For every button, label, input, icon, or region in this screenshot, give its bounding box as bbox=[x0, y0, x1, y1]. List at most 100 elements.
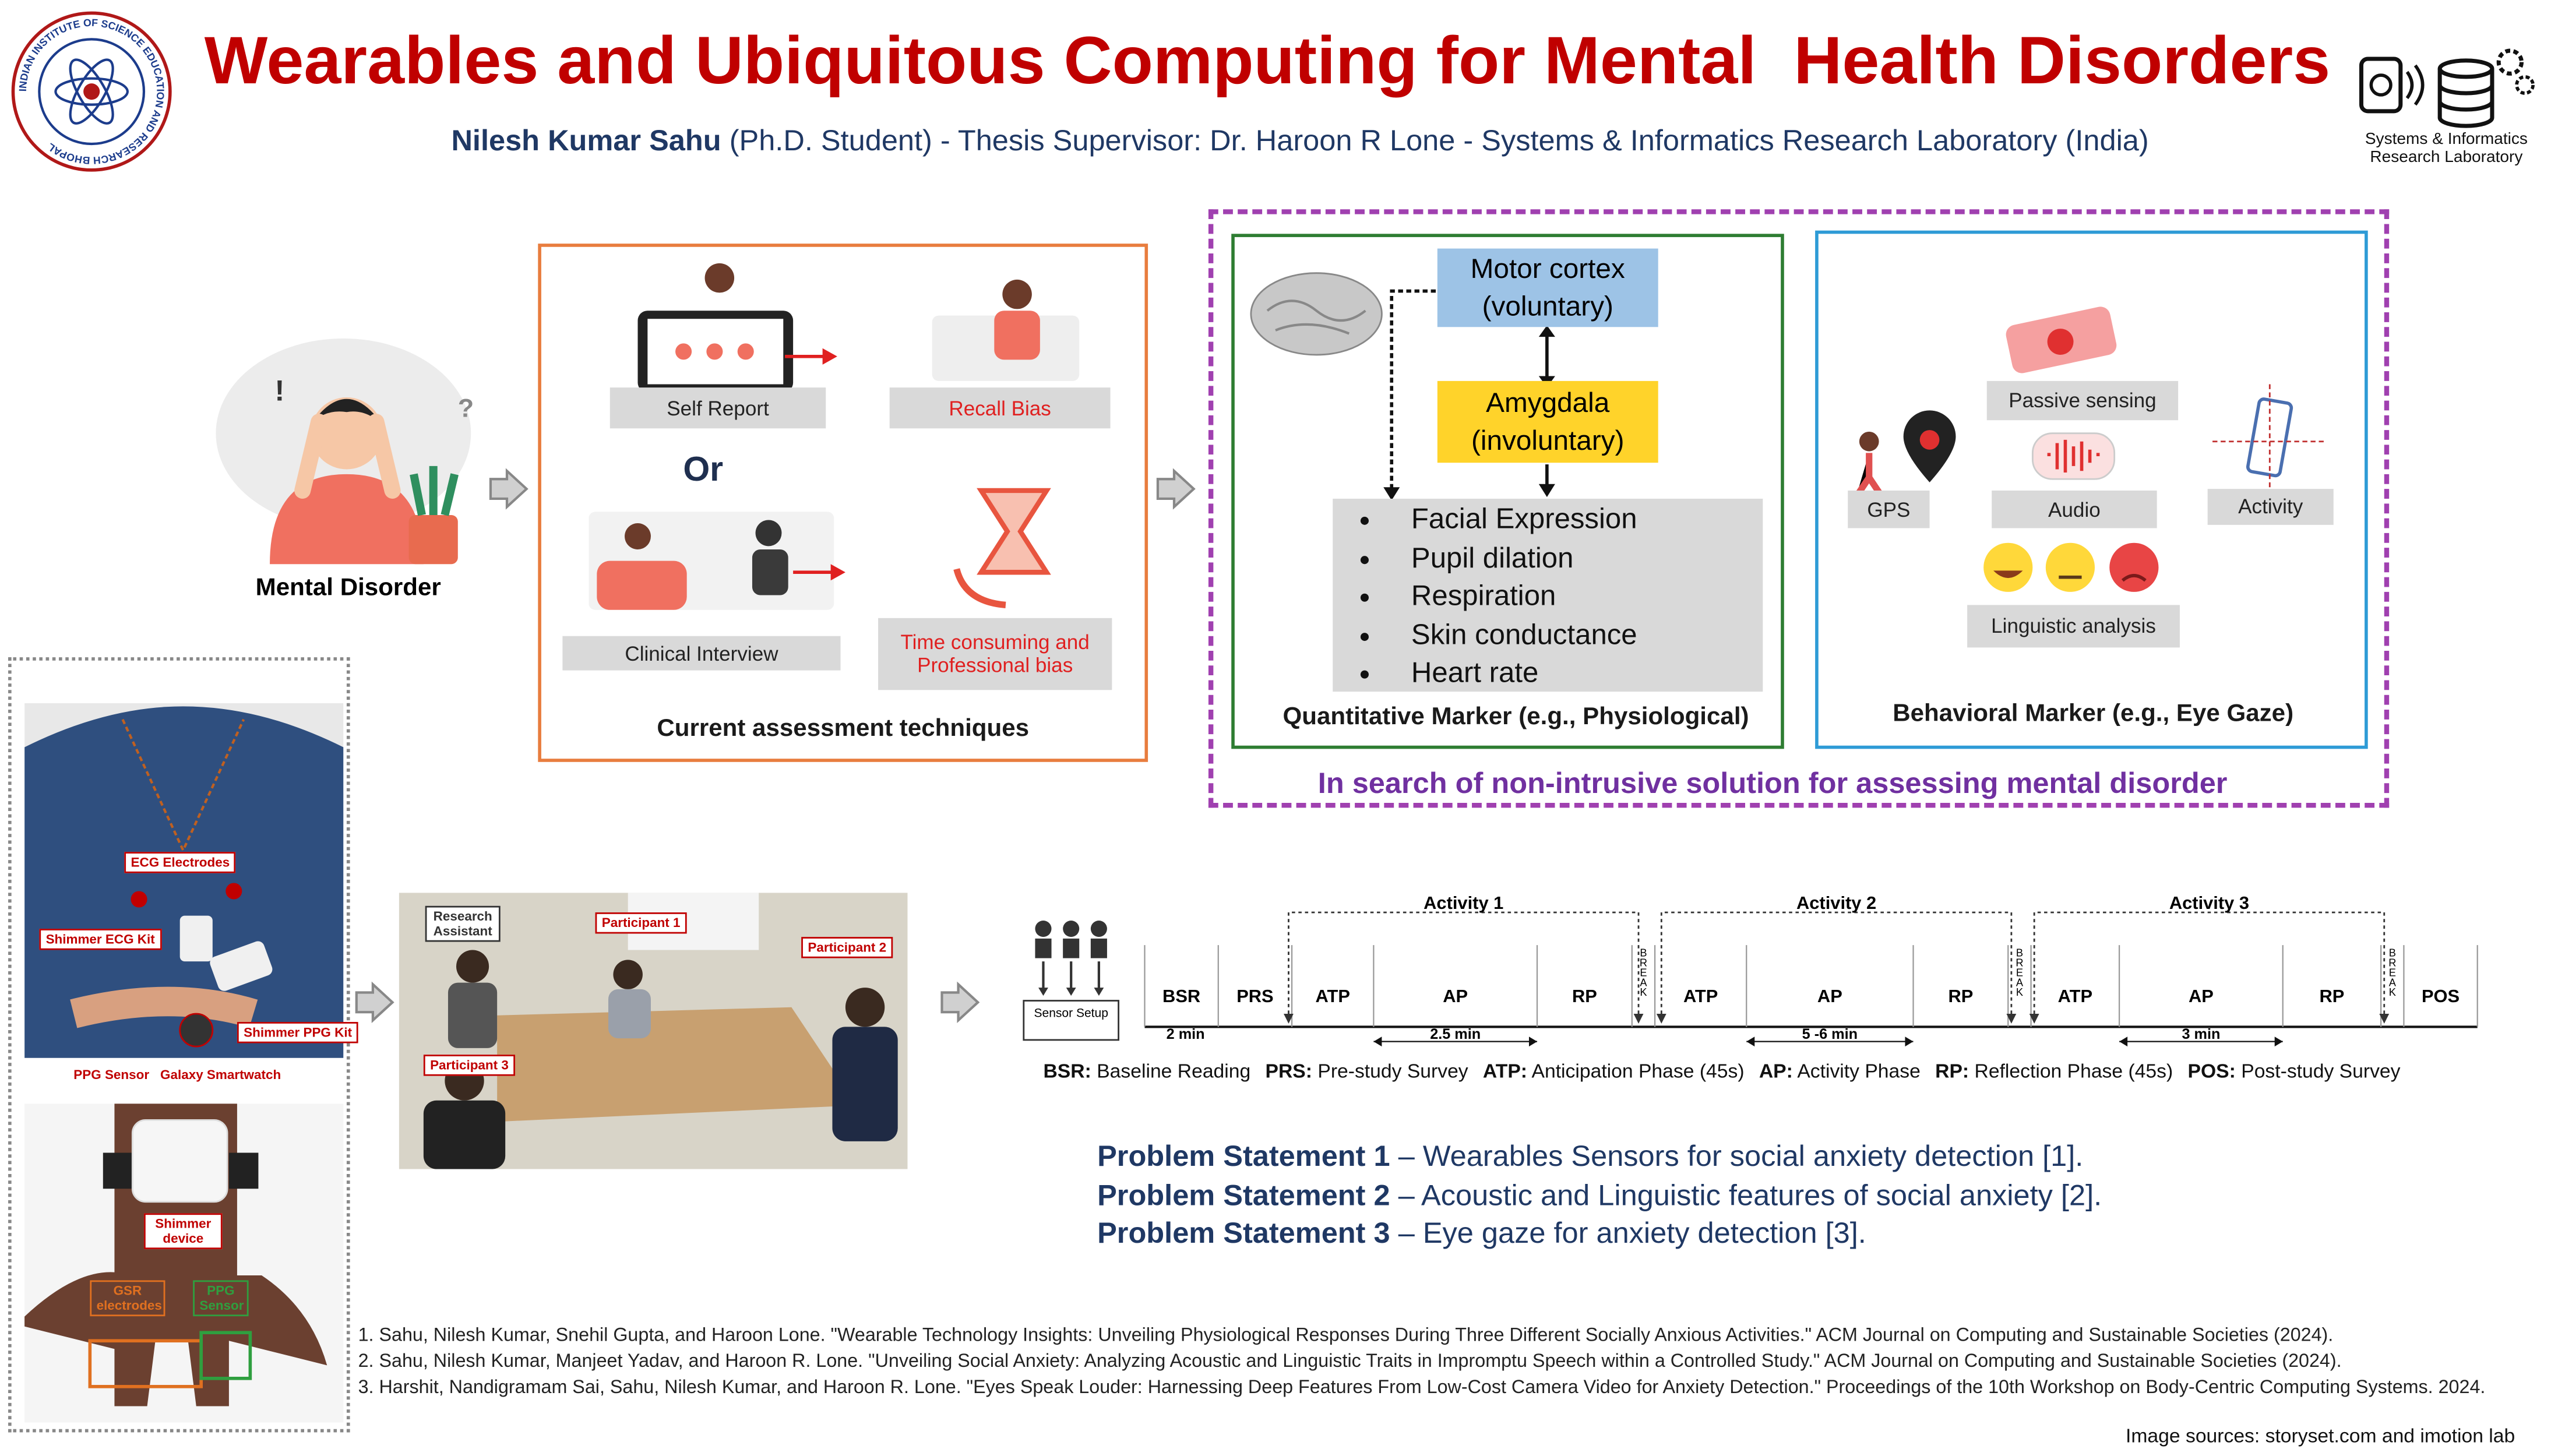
duration-label: 3 min bbox=[2182, 1026, 2220, 1042]
emoji-sad bbox=[2121, 574, 2147, 582]
activity-label: Activity 2 bbox=[1796, 893, 1876, 913]
sensor-setup-box bbox=[8, 657, 350, 1433]
sofa bbox=[597, 560, 687, 610]
legend-entry: RP: Reflection Phase (45s) bbox=[1935, 1060, 2173, 1083]
phase-label: BREAK bbox=[2386, 948, 2398, 997]
hourglass bbox=[977, 488, 1051, 575]
gps-pin bbox=[1919, 430, 1940, 450]
phase-label: ATP bbox=[1683, 986, 1718, 1006]
signal-item: Pupil dilation bbox=[1389, 539, 1763, 577]
shimmer-device bbox=[131, 1119, 228, 1203]
person-head bbox=[755, 520, 782, 547]
self-report-label: Self Report bbox=[609, 387, 826, 429]
protocol-timeline: Sensor Setup BSR PRS ATP AP RP BREAK ATP AP RP BR… bbox=[1023, 893, 2478, 1047]
legend-entry: ATP: Anticipation Phase (45s) bbox=[1483, 1060, 1745, 1083]
activity-arrowhead bbox=[1284, 1013, 1644, 1024]
person bbox=[832, 1027, 898, 1141]
room-label: Participant 2 bbox=[801, 937, 893, 958]
legend-text: Anticipation Phase (45s) bbox=[1531, 1059, 1745, 1083]
author: Nilesh Kumar Sahu bbox=[451, 124, 721, 157]
problem-statements: Problem Statement 1 – Wearables Sensors … bbox=[1097, 1140, 2536, 1255]
behavioral-box bbox=[1815, 230, 2368, 749]
gear-icon bbox=[2515, 75, 2535, 95]
flow-arrow bbox=[489, 468, 528, 510]
setup-label: Shimmer device bbox=[143, 1213, 223, 1250]
ppg-box bbox=[199, 1331, 252, 1380]
person-icon bbox=[1090, 938, 1107, 958]
icon-exclaim: ! bbox=[274, 374, 284, 407]
recall-bias-label: Recall Bias bbox=[889, 387, 1111, 429]
setup-label: GSR electrodes bbox=[90, 1280, 165, 1317]
person bbox=[608, 989, 651, 1039]
legend-entry: POS: Post-study Survey bbox=[2187, 1060, 2400, 1083]
phone-icon bbox=[2047, 329, 2074, 355]
person-head bbox=[1002, 279, 1032, 309]
quantitative-diagram bbox=[1250, 272, 1555, 500]
legend-abbr: PRS: bbox=[1265, 1059, 1312, 1083]
gps-person bbox=[1859, 431, 1879, 452]
problem-text: – Wearables Sensors for social anxiety d… bbox=[1398, 1140, 2084, 1173]
electrode bbox=[131, 891, 147, 908]
flow-arrow bbox=[940, 981, 980, 1023]
phase-label: BREAK bbox=[2014, 948, 2025, 997]
image-sources: Image sources: storyset.com and imotion … bbox=[2126, 1424, 2515, 1447]
electrode bbox=[225, 883, 242, 900]
signals-box: Facial ExpressionPupil dilationRespirati… bbox=[1333, 498, 1763, 692]
seal-core bbox=[83, 83, 100, 100]
red-arrow bbox=[830, 564, 845, 581]
room-label: Participant 1 bbox=[595, 912, 687, 934]
sensor-photos bbox=[24, 703, 344, 1423]
person-icon bbox=[1063, 938, 1080, 958]
legend-text: Pre-study Survey bbox=[1317, 1059, 1468, 1083]
sensor-setup-label: Sensor Setup bbox=[1034, 1007, 1108, 1020]
activity-icon bbox=[2246, 397, 2293, 478]
person-icon bbox=[1035, 938, 1052, 958]
legend-text: Post-study Survey bbox=[2241, 1059, 2401, 1083]
activity-label: Activity 3 bbox=[2169, 893, 2249, 913]
brain bbox=[1250, 272, 1383, 356]
behavioral-caption: Behavioral Marker (e.g., Eye Gaze) bbox=[1893, 700, 2294, 728]
assessment-illustrations bbox=[589, 263, 1080, 610]
motor-cortex-box: Motor cortex (voluntary) bbox=[1437, 248, 1658, 327]
flow-arrow bbox=[489, 468, 528, 510]
flow-arrow bbox=[940, 981, 980, 1023]
mental-disorder-label: Mental Disorder bbox=[255, 574, 441, 602]
current-assessment-caption: Current assessment techniques bbox=[657, 714, 1030, 743]
amygdala-box: Amygdala (involuntary) bbox=[1437, 380, 1658, 463]
reference: 3. Harshit, Nandigramam Sai, Sahu, Niles… bbox=[358, 1378, 2486, 1398]
byline: Nilesh Kumar Sahu (Ph.D. Student) - Thes… bbox=[245, 124, 2355, 158]
legend-abbr: AP: bbox=[1759, 1059, 1793, 1083]
setup-label: PPG Sensor bbox=[68, 1066, 154, 1084]
person-icon bbox=[1035, 921, 1052, 937]
phase-label: ATP bbox=[2058, 986, 2092, 1006]
problem-statement: Problem Statement 3 – Eye gaze for anxie… bbox=[1097, 1217, 2536, 1255]
arm bbox=[70, 986, 258, 1028]
phase-label: AP bbox=[1443, 986, 1468, 1006]
legend-abbr: BSR: bbox=[1043, 1059, 1091, 1083]
rating-face bbox=[675, 343, 692, 360]
room-label: Research Assistant bbox=[425, 905, 501, 942]
emoji-happy bbox=[1993, 570, 2023, 579]
activity-bracket bbox=[2033, 911, 2386, 1021]
legend-entry: AP: Activity Phase bbox=[1759, 1060, 1921, 1083]
plant-pot bbox=[408, 515, 458, 565]
legend-entry: BSR: Baseline Reading bbox=[1043, 1060, 1250, 1083]
flow-arrow bbox=[355, 981, 394, 1023]
flow-arrow bbox=[1156, 468, 1196, 510]
sensor-setup-box bbox=[1023, 1000, 1119, 1041]
phase-label: BSR bbox=[1162, 986, 1200, 1006]
behavioral-icons bbox=[1853, 306, 2327, 592]
activity-bracket bbox=[1288, 911, 1640, 1021]
audio-wave bbox=[2047, 439, 2100, 473]
reference: 2. Sahu, Nilesh Kumar, Manjeet Yadav, an… bbox=[358, 1352, 2342, 1372]
red-arrow bbox=[822, 348, 837, 365]
phase-label: RP bbox=[2320, 986, 2345, 1006]
protocol-legend: BSR: Baseline Reading PRS: Pre-study Surv… bbox=[1043, 1060, 2548, 1083]
person-body bbox=[994, 311, 1040, 360]
setup-label: Shimmer ECG Kit bbox=[39, 929, 161, 950]
break-wrap: BREAK bbox=[1638, 949, 1650, 997]
quantitative-box bbox=[1231, 234, 1784, 749]
break-wrap: BREAK bbox=[2386, 948, 2398, 997]
person-icon bbox=[1090, 921, 1107, 937]
